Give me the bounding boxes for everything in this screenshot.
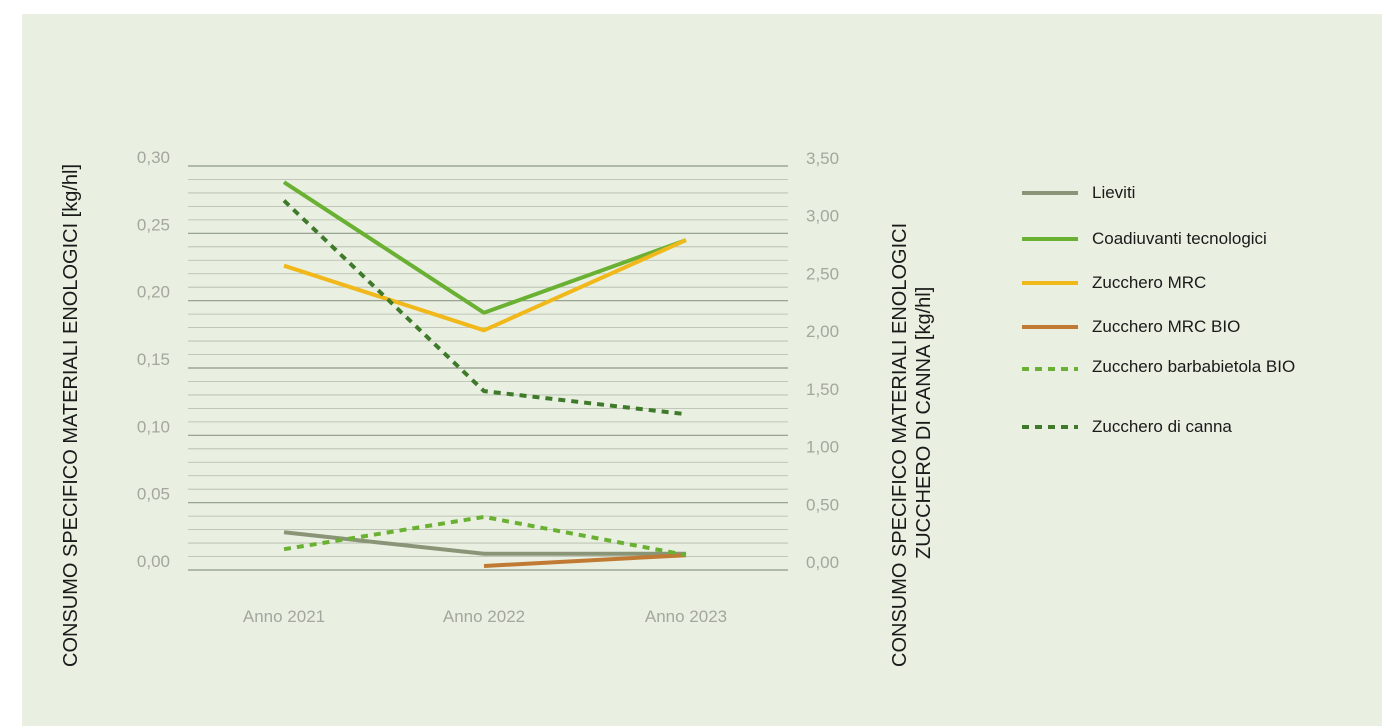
right-tick-label: 0,50 bbox=[806, 495, 839, 514]
gridlines bbox=[188, 165, 788, 571]
x-tick-label: Anno 2022 bbox=[443, 607, 525, 626]
series-line-zucchero-di-canna bbox=[282, 199, 687, 417]
x-tick-label: Anno 2023 bbox=[645, 607, 727, 626]
legend-swatch bbox=[1022, 366, 1078, 372]
right-tick-label: 2,00 bbox=[806, 322, 839, 341]
legend-swatch bbox=[1022, 324, 1078, 330]
legend-label: Zucchero MRC BIO bbox=[1092, 317, 1241, 336]
right-axis-title-line-2: ZUCCHERO DI CANNA [kg/hl] bbox=[913, 287, 935, 559]
left-axis-title: CONSUMO SPECIFICO MATERIALI ENOLOGICI [k… bbox=[60, 164, 82, 667]
legend-label: Zucchero MRC bbox=[1092, 273, 1207, 292]
left-tick-label: 0,15 bbox=[137, 350, 170, 369]
left-tick-label: 0,25 bbox=[137, 215, 170, 234]
legend-label: Zucchero di canna bbox=[1092, 417, 1232, 436]
left-tick-label: 0,30 bbox=[137, 148, 170, 167]
series-line-zucchero-mrc-bio bbox=[483, 553, 687, 568]
series-line-zucchero-mrc bbox=[283, 238, 687, 333]
legend-label: Coadiuvanti tecnologici bbox=[1092, 229, 1267, 248]
legend-label: Zucchero barbabietola BIO bbox=[1092, 357, 1296, 376]
legend-swatch bbox=[1022, 424, 1078, 430]
series-line-zucchero-barbabietola-bio bbox=[283, 514, 687, 557]
left-tick-label: 0,10 bbox=[137, 417, 170, 436]
right-tick-label: 1,00 bbox=[806, 438, 839, 457]
left-tick-label: 0,05 bbox=[137, 485, 170, 504]
series-lines bbox=[282, 180, 687, 568]
right-tick-label: 3,50 bbox=[806, 149, 839, 168]
x-axis-ticks: Anno 2021 Anno 2022 Anno 2023 bbox=[243, 607, 727, 626]
left-tick-label: 0,20 bbox=[137, 283, 170, 302]
legend-swatch bbox=[1022, 280, 1078, 286]
legend-swatch bbox=[1022, 190, 1078, 196]
left-tick-label: 0,00 bbox=[137, 552, 170, 571]
left-axis-ticks: 0,00 0,05 0,10 0,15 0,20 0,25 0,30 bbox=[137, 148, 170, 571]
right-tick-label: 1,50 bbox=[806, 380, 839, 399]
chart-panel: 0,00 0,05 0,10 0,15 0,20 0,25 0,30 0,00 0,50 1,0… bbox=[22, 14, 1382, 726]
legend-swatch bbox=[1022, 236, 1078, 242]
line-chart: 0,00 0,05 0,10 0,15 0,20 0,25 0,30 0,00 0,50 1,0… bbox=[60, 148, 935, 667]
right-tick-label: 2,50 bbox=[806, 264, 839, 283]
series-line-coadiuvanti-tecnologici bbox=[282, 180, 687, 315]
right-tick-label: 0,00 bbox=[806, 553, 839, 572]
x-tick-label: Anno 2021 bbox=[243, 607, 325, 626]
right-axis-ticks: 0,00 0,50 1,00 1,50 2,00 2,50 3,00 3,50 bbox=[806, 149, 839, 572]
right-tick-label: 3,00 bbox=[806, 207, 839, 226]
legend-label: Lieviti bbox=[1092, 183, 1136, 202]
right-axis-title-line-1: CONSUMO SPECIFICO MATERIALI ENOLOGICI bbox=[889, 223, 911, 667]
